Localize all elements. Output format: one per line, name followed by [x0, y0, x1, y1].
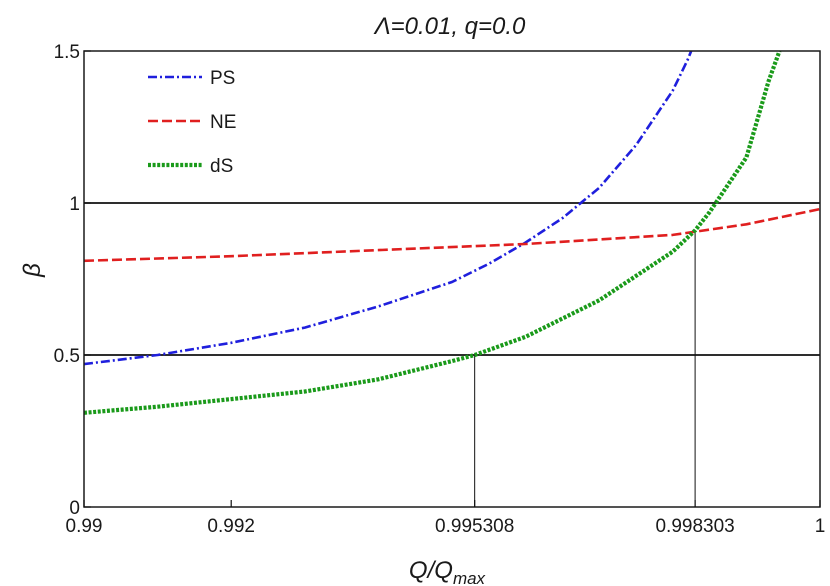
x-tick-label-0: 0.99	[66, 516, 103, 537]
series-line-ds	[84, 51, 782, 415]
x-axis-title-main: Q/Q	[409, 557, 453, 584]
series-layer	[84, 51, 820, 415]
x-tick-label-2: 0.995308	[435, 516, 514, 537]
x-tick-label-4: 1	[815, 516, 826, 537]
x-tick-label-3: 0.998303	[655, 516, 734, 537]
axis-ticks: 0.99 0.992 0.995308 0.998303 1 0 0.5 1 1.5	[54, 42, 826, 537]
x-tick-label-1: 0.992	[207, 516, 255, 537]
y-tick-label-3: 1.5	[54, 42, 80, 63]
plot-frame	[83, 50, 821, 508]
y-axis-title: β	[19, 263, 46, 278]
reference-lines	[84, 202, 820, 507]
y-tick-label-0: 0	[69, 498, 80, 519]
legend-label-ps: PS	[210, 68, 235, 89]
y-tick-label-1: 0.5	[54, 346, 80, 367]
x-axis-title: Q/Qmax	[409, 557, 486, 586]
legend: PS NE dS	[148, 68, 236, 177]
x-axis-title-subscript: max	[453, 569, 486, 586]
legend-label-ne: NE	[210, 112, 236, 133]
chart-title: Λ=0.01, q=0.0	[373, 13, 526, 40]
y-tick-label-2: 1	[69, 194, 80, 215]
series-line-ne	[84, 207, 820, 263]
legend-label-ds: dS	[210, 156, 233, 177]
series-line-ps	[84, 51, 693, 366]
